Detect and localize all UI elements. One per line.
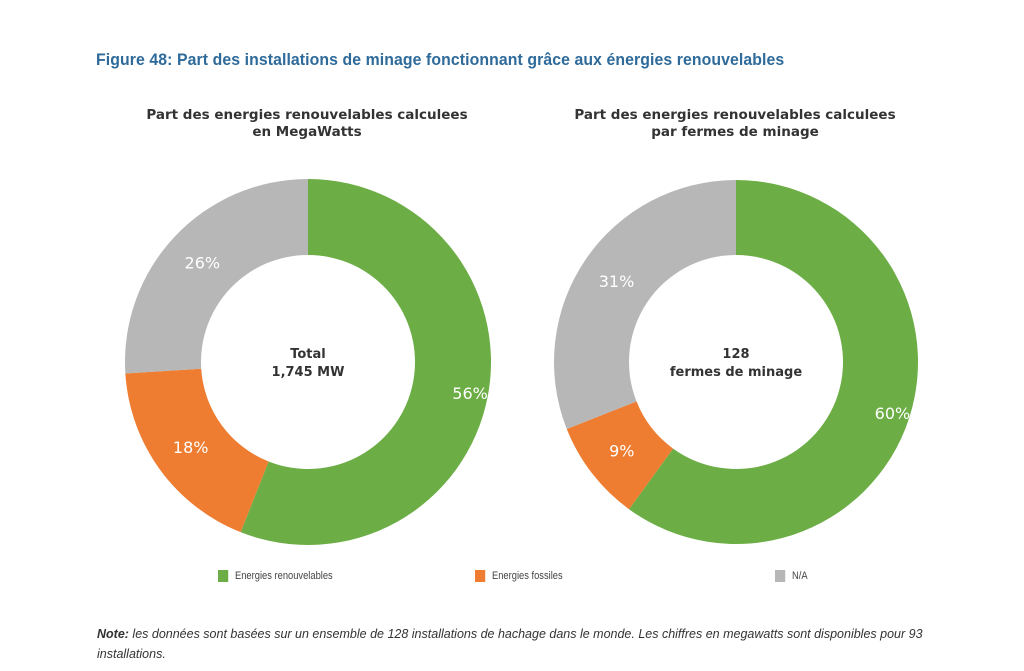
donut-slice-fossil xyxy=(566,401,674,510)
chart-title-megawatts: Part des energies renouvelables calculee… xyxy=(146,107,468,140)
donut-slice-fossil xyxy=(125,368,269,533)
figure-title: Figure 48: Part des installations de min… xyxy=(96,50,785,69)
donut-chart-farms: 60% 9% 31% 128 fermes de minage xyxy=(554,180,918,544)
center-label-line-1: 128 xyxy=(722,347,749,362)
legend: Energies renouvelables Energies fossiles… xyxy=(0,570,1024,588)
legend-label-fossil: Energies fossiles xyxy=(492,570,563,582)
center-label-line-1: Total xyxy=(290,347,326,362)
slice-label-renewable: 60% xyxy=(875,404,911,423)
donut-slice-renewable xyxy=(629,180,918,544)
slice-label-na: 26% xyxy=(185,254,221,273)
center-label-line-2: fermes de minage xyxy=(670,365,802,380)
legend-item-fossil: Energies fossiles xyxy=(475,570,563,582)
donut-slice-na xyxy=(125,179,308,374)
center-label-line-2: 1,745 MW xyxy=(272,365,345,380)
legend-item-renewable: Energies renouvelables xyxy=(218,570,333,582)
donut-slice-na xyxy=(554,180,736,429)
slice-label-renewable: 56% xyxy=(452,384,488,403)
legend-swatch-na xyxy=(775,570,786,582)
legend-item-na: N/A xyxy=(775,570,808,582)
legend-label-na: N/A xyxy=(792,570,808,582)
slice-label-fossil: 9% xyxy=(609,442,634,461)
legend-label-renewable: Energies renouvelables xyxy=(235,570,333,582)
legend-swatch-fossil xyxy=(475,570,486,582)
chart-title-farms: Part des energies renouvelables calculee… xyxy=(574,107,896,140)
donut-chart-megawatts: 56% 18% 26% Total 1,745 MW xyxy=(125,179,492,545)
slice-label-fossil: 18% xyxy=(173,438,209,457)
donut-slice-renewable xyxy=(240,179,492,545)
note-text: les données sont basées sur un ensemble … xyxy=(97,627,923,661)
figure-note: Note: les données sont basées sur un ens… xyxy=(97,624,957,664)
slice-label-na: 31% xyxy=(599,272,635,291)
note-label: Note: xyxy=(97,627,129,641)
legend-swatch-renewable xyxy=(218,570,229,582)
